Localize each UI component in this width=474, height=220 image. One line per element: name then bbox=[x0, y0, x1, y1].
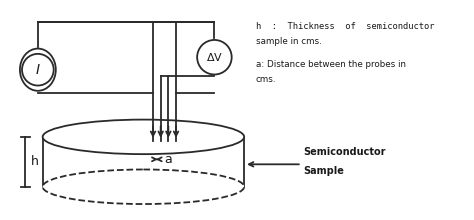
Text: sample in cms.: sample in cms. bbox=[255, 37, 321, 46]
Ellipse shape bbox=[43, 120, 244, 154]
Ellipse shape bbox=[43, 169, 244, 204]
Text: h: h bbox=[31, 155, 39, 168]
Text: a: Distance between the probes in: a: Distance between the probes in bbox=[255, 60, 406, 69]
Text: Sample: Sample bbox=[304, 166, 345, 176]
Text: cms.: cms. bbox=[255, 75, 276, 84]
Text: I: I bbox=[36, 63, 40, 77]
Text: a: a bbox=[164, 153, 172, 166]
Ellipse shape bbox=[197, 40, 232, 75]
Text: $\Delta$V: $\Delta$V bbox=[206, 51, 223, 63]
Text: h  :  Thickness  of  semiconductor: h : Thickness of semiconductor bbox=[255, 22, 434, 31]
Ellipse shape bbox=[20, 49, 56, 91]
Ellipse shape bbox=[22, 54, 54, 86]
Text: Semiconductor: Semiconductor bbox=[304, 147, 386, 157]
